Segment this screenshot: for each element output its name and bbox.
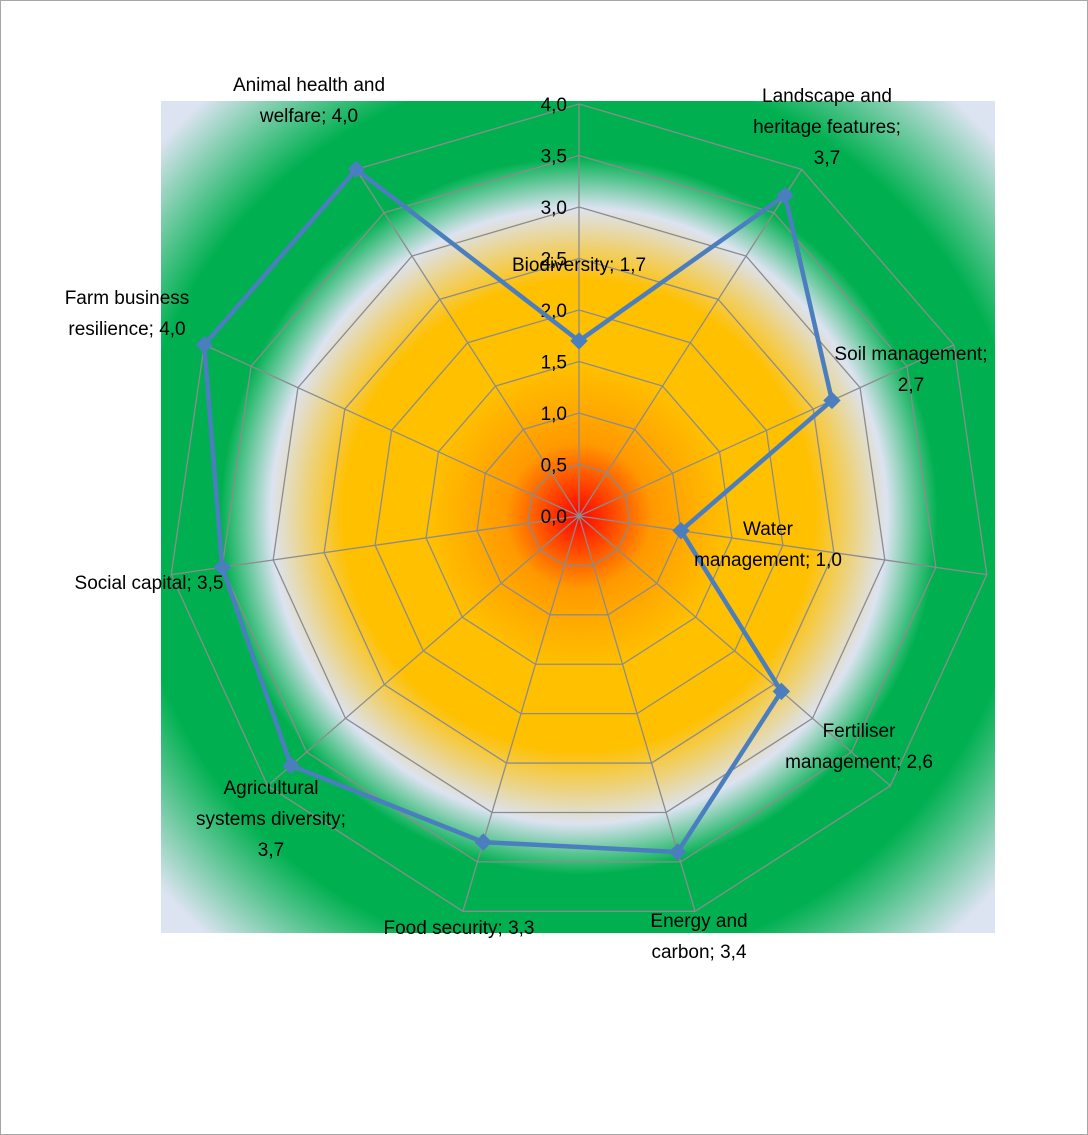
axis-tick-label: 0,5 [541,456,567,477]
data-point-marker [195,336,213,354]
axis-tick-label: 3,0 [541,198,567,219]
series-markers [195,160,841,861]
data-label: Landscape and heritage features; 3,7 [753,86,901,169]
data-point-marker [672,521,690,540]
grid-spoke [267,515,580,787]
data-label: Animal health and welfare; 4,0 [233,75,385,127]
grid-spoke [578,515,987,576]
data-point-marker [570,332,588,350]
data-label: Social capital; 3,5 [75,573,224,594]
grid-ring [527,463,631,567]
grid-spoke [578,169,803,517]
grid-spoke [578,515,891,787]
data-labels: Biodiversity; 1,7 Landscape and heritage f… [65,75,988,963]
data-label: Biodiversity; 1,7 [512,255,646,276]
data-label: Water management; 1,0 [694,519,842,571]
data-label: Food security; 3,3 [383,918,534,939]
axis-tick-labels: 0,00,51,01,52,02,53,03,54,0 [541,95,567,528]
data-label: Energy and carbon; 3,4 [650,911,747,963]
data-point-marker [772,682,791,701]
axis-tick-label: 2,5 [541,250,567,271]
axis-tick-label: 0,0 [541,507,567,528]
grid-spoke [171,515,580,576]
grid-spoke [203,344,580,517]
axis-tick-label: 4,0 [541,95,567,116]
data-point-marker [347,160,365,179]
series-line [201,167,835,855]
data-label: Agricultural systems diversity; 3,7 [196,778,346,861]
axis-tick-label: 1,0 [541,404,567,425]
grid-ring [425,360,733,665]
grid-ring [374,309,784,715]
grid-spoke [578,344,955,517]
axis-tick-label: 3,5 [541,147,567,168]
axis-tick-label: 1,5 [541,353,567,374]
data-label: Farm business resilience; 4,0 [65,288,190,340]
grid-ring [221,154,937,863]
data-point-marker [282,756,300,775]
radar-grid [170,103,988,912]
data-label: Soil management; 2,7 [834,344,987,396]
data-point-marker [213,558,231,577]
data-point-marker [474,833,492,851]
grid-ring [272,206,886,814]
data-point-marker [823,391,841,410]
grid-spoke [355,169,580,517]
grid-ring [476,412,682,616]
data-point-marker [668,843,687,861]
data-point-marker [776,186,794,205]
data-label: Fertiliser management; 2,6 [785,721,933,773]
series-line-group [201,167,835,855]
grid-ring [323,257,835,764]
